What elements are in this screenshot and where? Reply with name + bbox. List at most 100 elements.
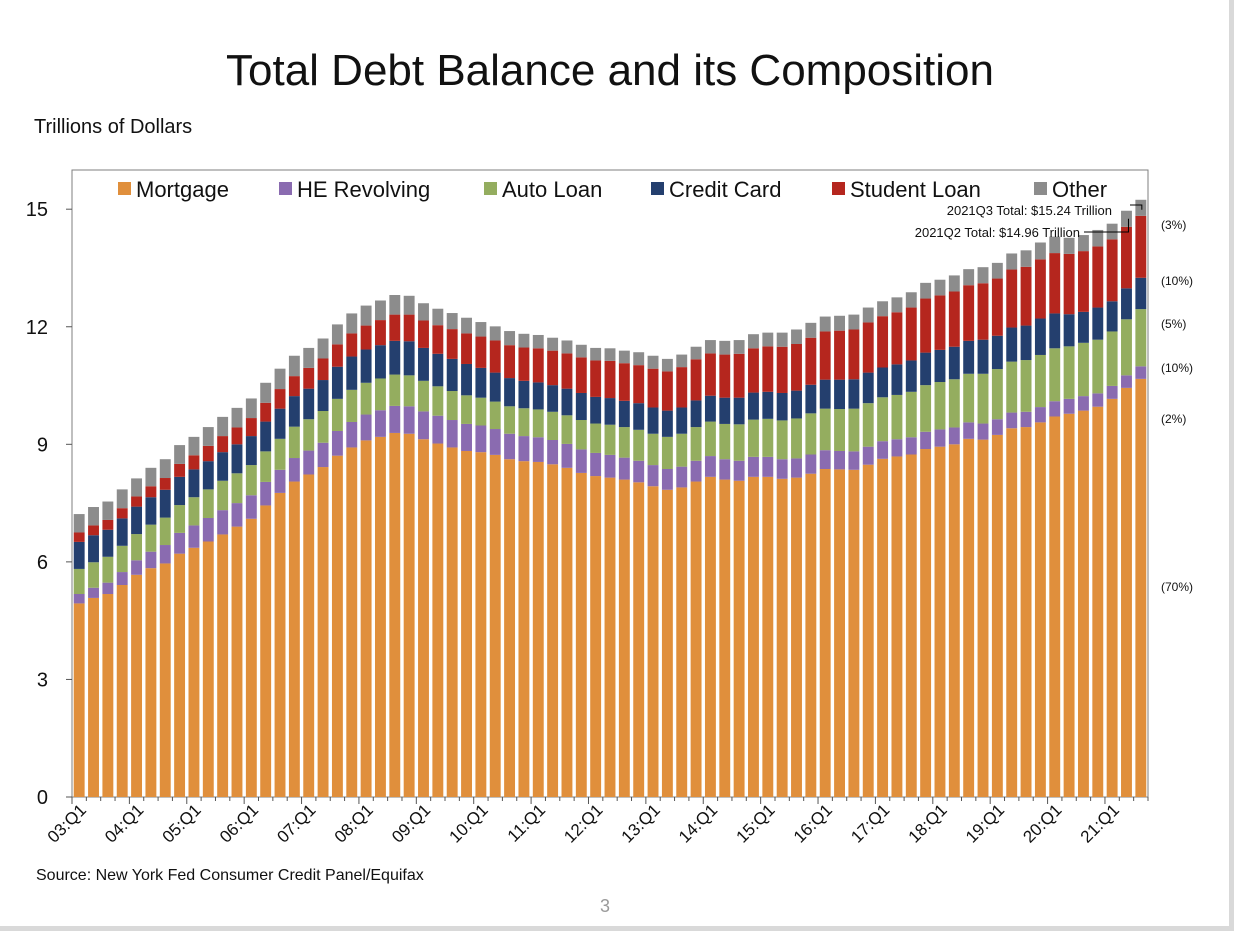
bar-segment-auto-loan — [403, 375, 415, 407]
bar-segment-auto-loan — [661, 436, 673, 470]
bar-segment-credit-card — [948, 346, 960, 380]
bar-segment-mortgage — [475, 452, 487, 797]
bar-segment-other — [561, 340, 573, 354]
bar-segment-mortgage — [848, 469, 860, 797]
bar-segment-student-loan — [389, 314, 401, 341]
bar-segment-he-revolving — [1092, 393, 1104, 407]
bar-segment-other — [661, 358, 673, 372]
bar-segment-auto-loan — [1034, 354, 1046, 408]
bar-segment-other — [891, 297, 903, 313]
bar-segment-other — [1034, 242, 1046, 260]
bar-segment-credit-card — [905, 360, 917, 392]
x-tick-label: 04:Q1 — [101, 800, 147, 846]
bar-segment-student-loan — [489, 340, 501, 373]
bar-segment-he-revolving — [862, 446, 874, 465]
bar-segment-credit-card — [346, 356, 358, 390]
bar-segment-he-revolving — [145, 551, 157, 569]
bar-segment-credit-card — [719, 397, 731, 424]
bar-segment-student-loan — [331, 344, 343, 367]
bar-segment-auto-loan — [188, 497, 200, 526]
bar-segment-mortgage — [791, 477, 802, 797]
x-tick-label: 05:Q1 — [159, 800, 205, 846]
bar-segment-student-loan — [403, 314, 415, 342]
bar-segment-he-revolving — [748, 456, 759, 477]
bar-segment-credit-card — [1034, 318, 1046, 355]
bar-segment-student-loan — [575, 357, 587, 393]
bar-segment-credit-card — [489, 372, 501, 402]
bar-segment-other — [461, 317, 472, 334]
bar-segment-other — [245, 398, 257, 419]
bar-segment-student-loan — [891, 312, 903, 365]
bar-segment-student-loan — [561, 353, 573, 389]
bar-segment-student-loan — [920, 298, 932, 353]
bar-segment-mortgage — [217, 534, 229, 797]
bar-segment-he-revolving — [647, 465, 659, 487]
bar-segment-auto-loan — [475, 397, 487, 426]
bar-segment-credit-card — [1092, 307, 1104, 340]
bar-segment-auto-loan — [791, 418, 802, 459]
bar-segment-mortgage — [202, 541, 214, 797]
bar-segment-credit-card — [991, 335, 1003, 370]
bar-segment-mortgage — [88, 597, 99, 797]
bar-segment-other — [690, 346, 702, 360]
bar-segment-mortgage — [432, 443, 444, 797]
bar-segment-other — [403, 295, 415, 315]
x-tick-label: 15:Q1 — [732, 800, 778, 846]
bar-segment-he-revolving — [1034, 407, 1046, 423]
bar-segment-he-revolving — [977, 423, 989, 440]
bar-segment-auto-loan — [920, 385, 932, 432]
bar-segment-other — [776, 332, 788, 347]
bar-segment-auto-loan — [748, 419, 759, 457]
bar-segment-mortgage — [403, 433, 415, 797]
bar-segment-mortgage — [862, 464, 874, 797]
bar-segment-auto-loan — [776, 420, 788, 460]
source-note: Source: New York Fed Consumer Credit Pan… — [36, 867, 424, 884]
bar-segment-he-revolving — [102, 582, 114, 595]
bar-segment-he-revolving — [159, 545, 171, 564]
bar-segment-credit-card — [1135, 277, 1147, 310]
bar-segment-auto-loan — [288, 426, 300, 459]
bar-segment-student-loan — [88, 525, 99, 536]
bar-segment-he-revolving — [73, 594, 85, 604]
bar-segment-student-loan — [231, 427, 243, 445]
bar-segment-other — [102, 501, 114, 520]
bar-segment-credit-card — [389, 340, 401, 375]
bar-segment-credit-card — [934, 349, 946, 383]
bar-segment-auto-loan — [432, 386, 444, 416]
bar-segment-mortgage — [532, 461, 544, 797]
bar-segment-student-loan — [245, 418, 257, 437]
bar-segment-he-revolving — [633, 460, 645, 483]
bar-segment-mortgage — [690, 481, 702, 797]
bar-segment-mortgage — [518, 461, 530, 797]
bar-segment-student-loan — [877, 316, 889, 368]
bar-segment-student-loan — [661, 371, 673, 411]
bar-segment-credit-card — [432, 353, 444, 387]
bar-segment-other — [848, 314, 860, 330]
bar-segment-credit-card — [547, 385, 559, 412]
bar-segment-mortgage — [977, 439, 989, 797]
bar-segment-credit-card — [303, 388, 315, 420]
bar-segment-auto-loan — [733, 424, 745, 461]
legend-swatch — [651, 182, 664, 195]
bar-segment-auto-loan — [934, 382, 946, 430]
bar-segment-auto-loan — [848, 408, 860, 452]
bar-segment-other — [145, 467, 157, 487]
bar-segment-mortgage — [1092, 406, 1104, 797]
bar-segment-he-revolving — [776, 459, 788, 479]
bar-segment-auto-loan — [762, 418, 774, 457]
bar-segment-credit-card — [461, 363, 472, 396]
bar-segment-he-revolving — [202, 517, 214, 542]
bar-segment-other — [489, 326, 501, 341]
bar-segment-mortgage — [819, 469, 831, 797]
bar-segment-mortgage — [274, 492, 286, 797]
bar-segment-other — [1049, 236, 1061, 254]
bar-segment-he-revolving — [245, 495, 257, 519]
bar-segment-credit-card — [518, 380, 530, 409]
bar-segment-credit-card — [1049, 313, 1061, 349]
bar-segment-other — [274, 368, 286, 390]
bar-segment-other — [733, 340, 745, 354]
bar-segment-credit-card — [375, 345, 386, 379]
bar-segment-he-revolving — [346, 421, 358, 448]
bar-segment-auto-loan — [360, 382, 372, 415]
